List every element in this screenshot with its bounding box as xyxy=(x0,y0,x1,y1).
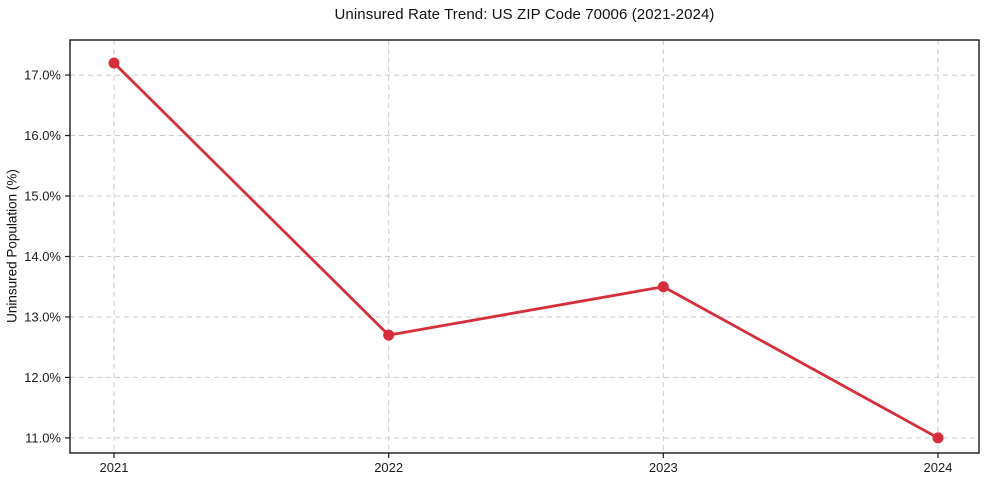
y-tick-label: 16.0% xyxy=(24,128,61,143)
x-tick-label: 2021 xyxy=(100,460,129,475)
y-tick-label: 14.0% xyxy=(24,249,61,264)
y-tick-label: 15.0% xyxy=(24,189,61,204)
x-tick-label: 2023 xyxy=(649,460,678,475)
data-point-marker xyxy=(108,57,120,69)
y-tick-label: 13.0% xyxy=(24,309,61,324)
trend-line xyxy=(112,61,940,440)
x-tick-label: 2024 xyxy=(924,460,953,475)
data-point-marker xyxy=(657,281,669,293)
data-point-marker xyxy=(932,432,944,444)
chart-title: Uninsured Rate Trend: US ZIP Code 70006 … xyxy=(334,6,715,23)
y-tick-label: 11.0% xyxy=(25,430,61,445)
y-tick-label: 17.0% xyxy=(24,68,61,83)
y-tick-label: 12.0% xyxy=(24,370,61,385)
plot-border xyxy=(69,39,980,454)
data-point-marker xyxy=(383,329,395,341)
x-tick-label: 2022 xyxy=(374,460,403,475)
